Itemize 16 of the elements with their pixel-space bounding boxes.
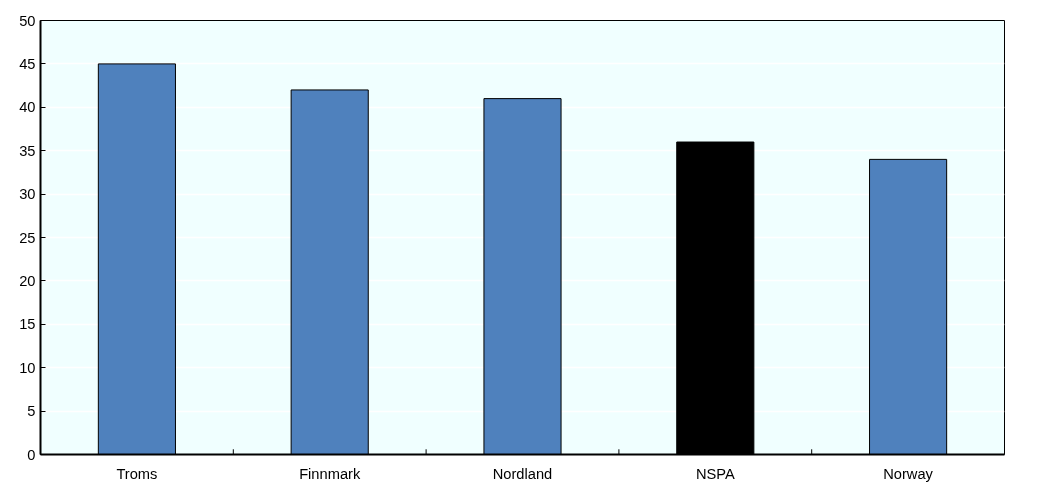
y-tick-label: 25 xyxy=(19,229,36,246)
y-tick-label: 30 xyxy=(19,186,36,203)
y-tick-label: 45 xyxy=(19,55,36,72)
x-tick-label: Troms xyxy=(116,465,158,482)
x-tick-label: Nordland xyxy=(492,465,553,482)
y-tick-label: 50 xyxy=(19,12,36,29)
y-tick-label: 20 xyxy=(19,272,36,289)
y-tick-label: 35 xyxy=(19,142,36,159)
y-tick-label: 40 xyxy=(19,99,36,116)
y-tick-label: 5 xyxy=(27,403,36,420)
x-tick-label: NSPA xyxy=(695,465,735,482)
x-tick-label: Finnmark xyxy=(299,465,361,482)
y-tick-label: 10 xyxy=(19,359,36,376)
x-tick-label: Norway xyxy=(883,465,934,482)
y-tick-label: 15 xyxy=(19,316,36,333)
y-tick-label: 0 xyxy=(27,446,36,463)
